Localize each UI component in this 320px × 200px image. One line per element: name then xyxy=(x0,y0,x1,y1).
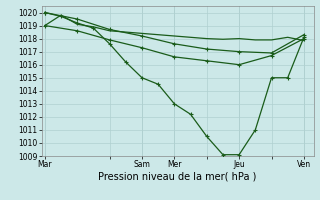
X-axis label: Pression niveau de la mer( hPa ): Pression niveau de la mer( hPa ) xyxy=(99,172,257,182)
